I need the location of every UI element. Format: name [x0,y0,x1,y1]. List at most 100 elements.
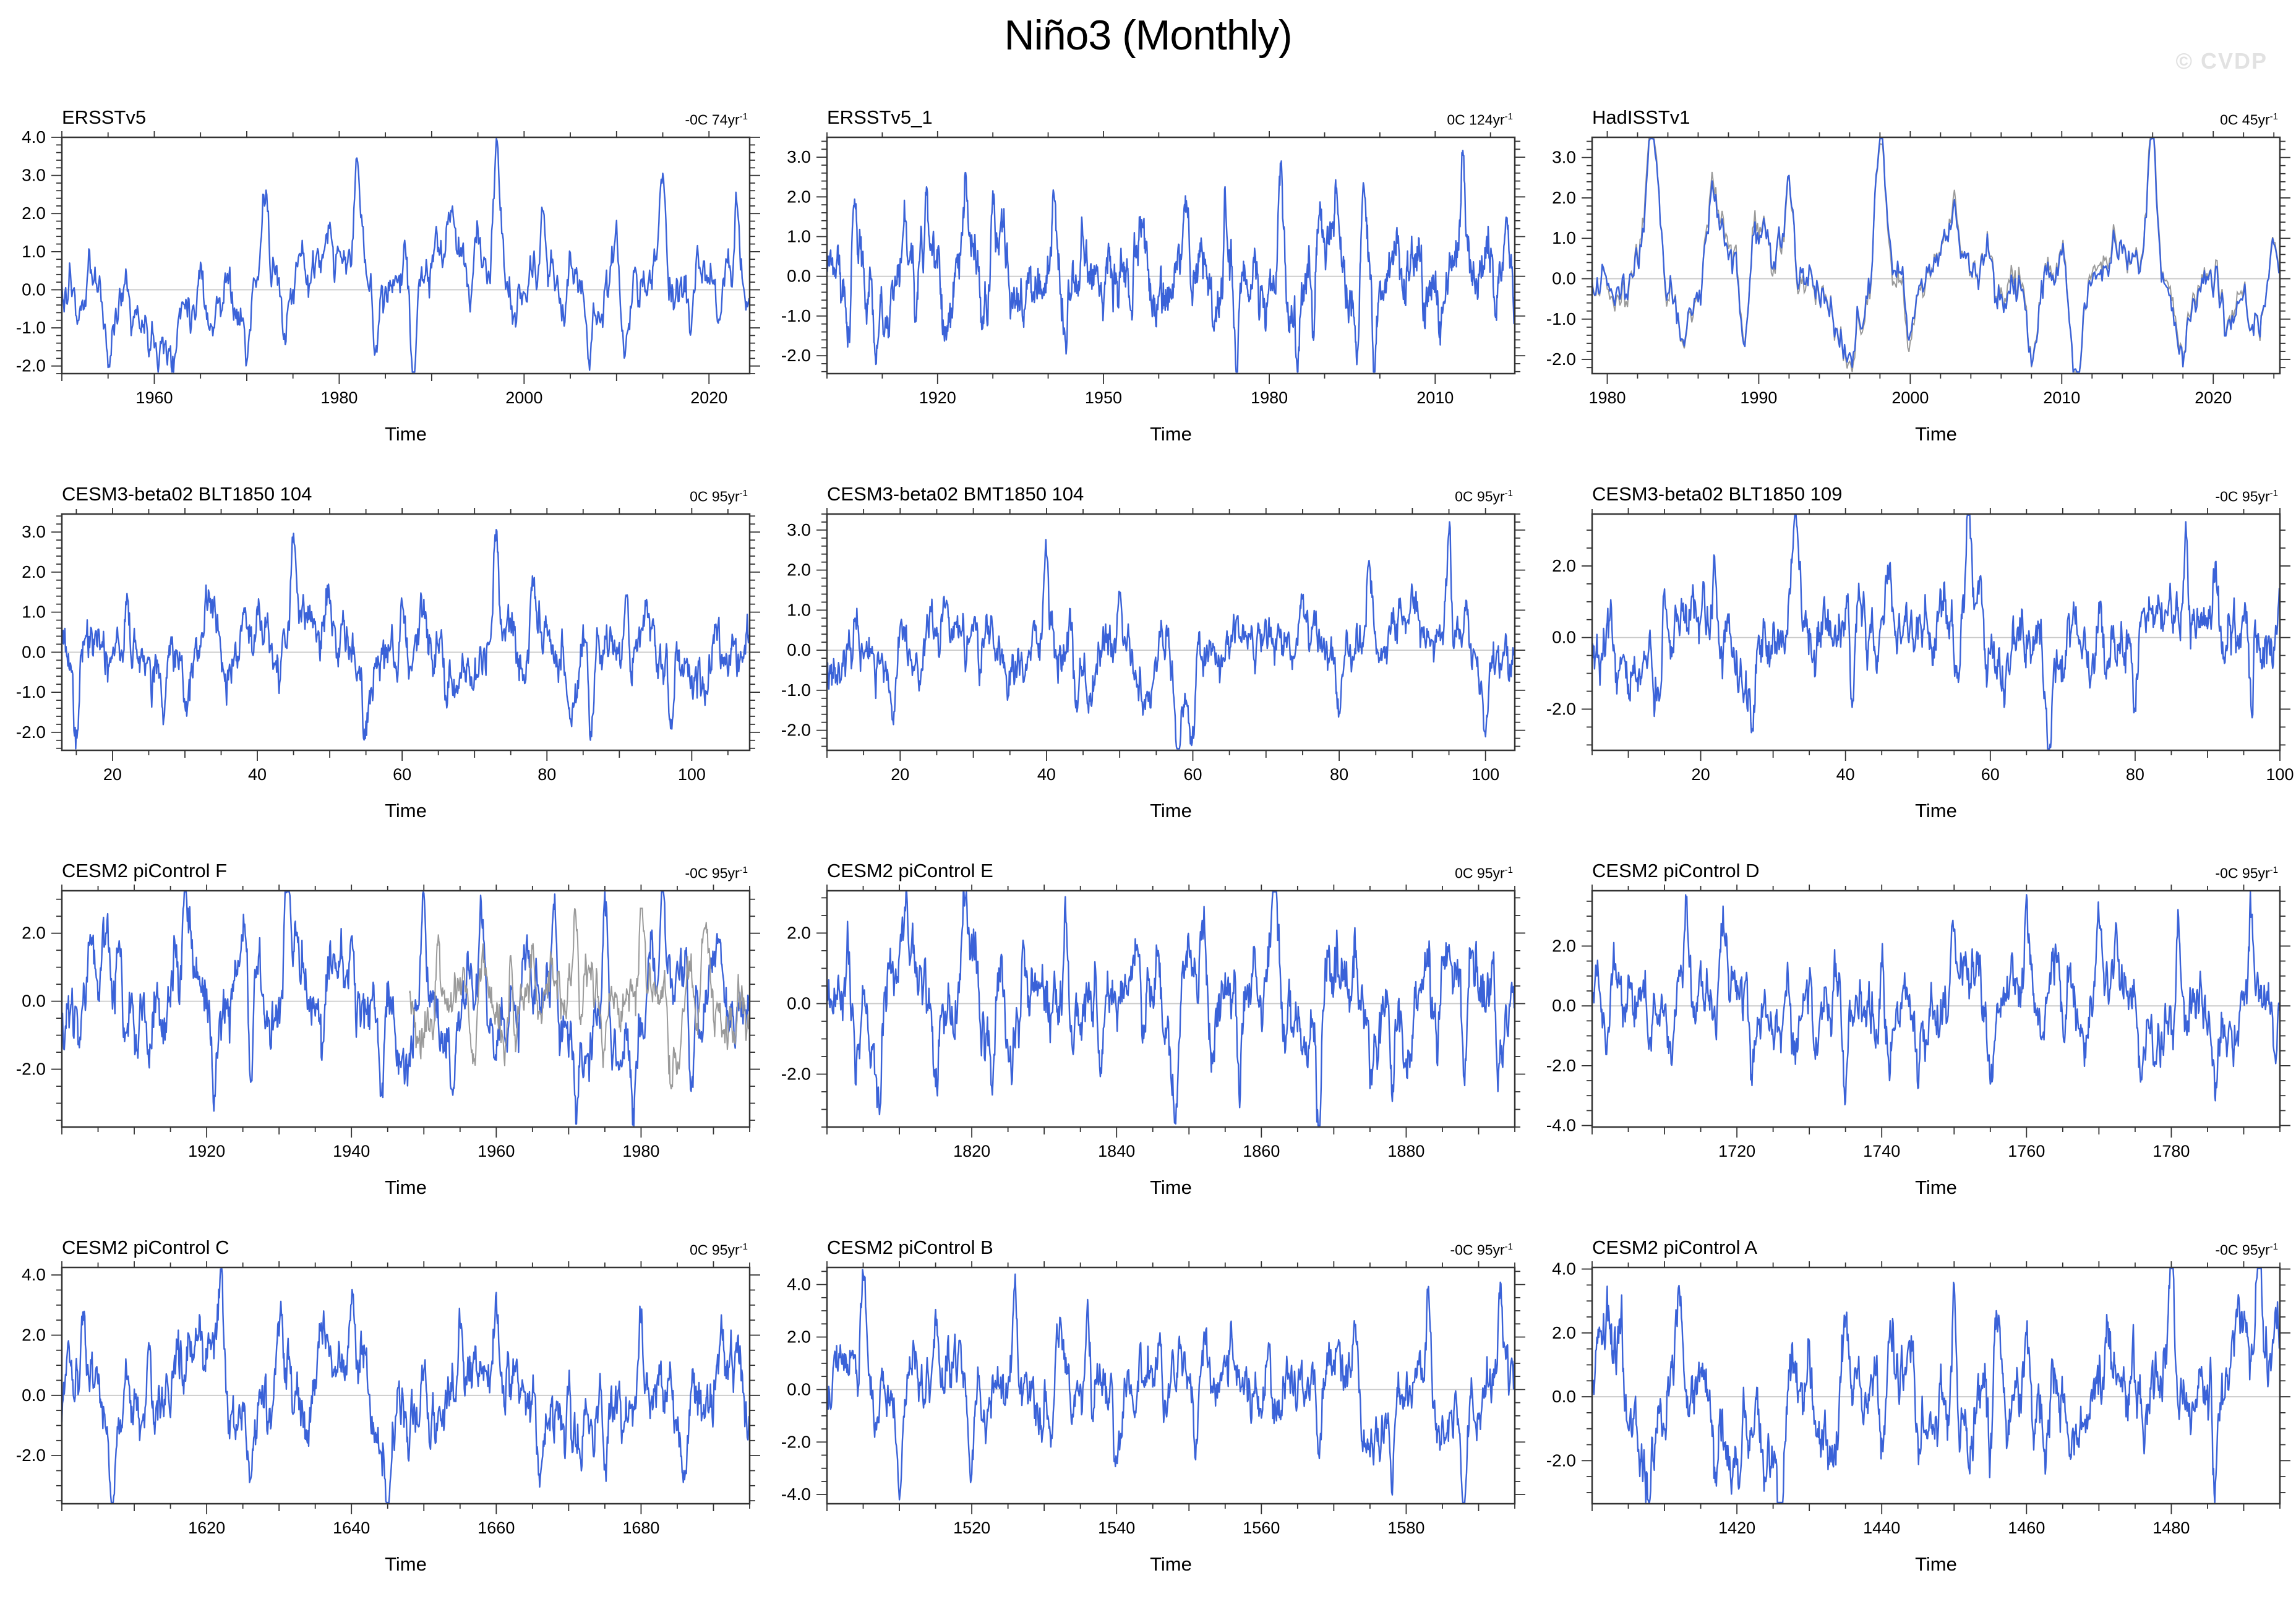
x-axis-title: Time [385,800,427,821]
panel-trend-label: 0C 95yr-1 [690,1241,748,1258]
panel-grid: ERSSTv5 -0C 74yr-1 1960 1980 2000 2020 4.0 3.… [0,104,2296,1611]
panel-header: CESM2 piControl C 0C 95yr-1 [0,1234,765,1261]
panel-trend-label: -0C 95yr-1 [2215,488,2278,505]
panel-title: CESM2 piControl E [827,860,993,881]
svg-text:3.0: 3.0 [787,147,811,166]
svg-text:0.0: 0.0 [787,993,811,1013]
time-series-plot: 20 40 60 80 100 3.0 2.0 1.0 0.0 -1.0 -2.0 [16,508,760,784]
x-axis-title: Time [385,423,427,445]
svg-text:3.0: 3.0 [22,522,46,541]
svg-text:4.0: 4.0 [22,1265,46,1284]
panel-header: CESM3-beta02 BMT1850 104 0C 95yr-1 [765,481,1530,508]
panel-title: CESM2 piControl A [1592,1237,1758,1258]
time-series-plot: 20 40 60 80 100 2.0 0.0 -2.0 [1546,508,2294,784]
svg-text:1.0: 1.0 [787,600,811,619]
panel-header: CESM2 piControl E 0C 95yr-1 [765,857,1530,885]
svg-text:4.0: 4.0 [22,131,46,147]
panel-cesm2-picontrol-b: CESM2 piControl B -0C 95yr-1 1520 1540 156… [765,1234,1530,1611]
x-axis-title: Time [385,1177,427,1198]
x-axis-title: Time [1915,800,1957,821]
time-series-plot: 1520 1540 1560 1580 4.0 2.0 0.0 -2.0 -4.0 [781,1261,1525,1537]
svg-text:1420: 1420 [1718,1519,1755,1537]
svg-text:0.0: 0.0 [22,280,46,299]
svg-text:-1.0: -1.0 [16,682,46,701]
svg-text:1680: 1680 [622,1519,659,1537]
svg-text:2010: 2010 [1416,388,1454,407]
svg-text:0.0: 0.0 [1552,1387,1576,1406]
svg-text:0.0: 0.0 [22,1386,46,1405]
panel-header: CESM2 piControl D -0C 95yr-1 [1530,857,2295,885]
time-series-plot: 1920 1950 1980 2010 3.0 2.0 1.0 0.0 -1.0 -2.0 [781,131,1525,407]
svg-text:1820: 1820 [953,1142,990,1160]
x-axis-title: Time [1150,1553,1192,1575]
svg-text:-2.0: -2.0 [16,722,46,742]
panel-trend-label: 0C 95yr-1 [690,488,748,505]
svg-text:4.0: 4.0 [787,1275,811,1294]
svg-text:-1.0: -1.0 [781,680,811,700]
svg-text:1960: 1960 [478,1142,515,1160]
svg-text:2000: 2000 [505,388,542,407]
time-series-plot: 1420 1440 1460 1480 4.0 2.0 0.0 -2.0 [1546,1261,2290,1537]
x-axis-title: Time [1915,423,1957,445]
svg-text:2000: 2000 [1891,388,1929,407]
svg-text:2.0: 2.0 [22,562,46,581]
panel-trend-label: 0C 95yr-1 [1455,865,1513,881]
svg-text:1540: 1540 [1098,1519,1135,1537]
svg-text:0.0: 0.0 [787,267,811,286]
svg-text:1860: 1860 [1243,1142,1280,1160]
svg-text:1940: 1940 [333,1142,370,1160]
panel-header: ERSSTv5 -0C 74yr-1 [0,104,765,131]
svg-text:40: 40 [1836,765,1855,784]
svg-text:1560: 1560 [1243,1519,1280,1537]
svg-text:20: 20 [891,765,909,784]
svg-text:1720: 1720 [1718,1142,1755,1160]
panel-cesm3-bmt1850-104: CESM3-beta02 BMT1850 104 0C 95yr-1 20 40 6… [765,481,1530,857]
panel-cesm2-picontrol-c: CESM2 piControl C 0C 95yr-1 1620 1640 1660… [0,1234,765,1611]
svg-text:1920: 1920 [188,1142,225,1160]
svg-text:0.0: 0.0 [1552,628,1576,647]
panel-title: CESM2 piControl C [62,1237,229,1258]
svg-text:1990: 1990 [1740,388,1777,407]
svg-text:2.0: 2.0 [22,1325,46,1344]
svg-text:2.0: 2.0 [1552,556,1576,575]
time-series-plot: 1720 1740 1760 1780 2.0 0.0 -2.0 -4.0 [1546,885,2290,1160]
svg-text:1740: 1740 [1863,1142,1900,1160]
panel-header: HadISSTv1 0C 45yr-1 [1530,104,2295,131]
svg-text:2.0: 2.0 [22,204,46,223]
svg-text:1620: 1620 [188,1519,225,1537]
panel-header: CESM2 piControl B -0C 95yr-1 [765,1234,1530,1261]
panel-title: CESM2 piControl F [62,860,228,881]
x-axis-title: Time [1915,1177,1957,1198]
svg-text:1.0: 1.0 [22,242,46,261]
svg-text:1460: 1460 [2008,1519,2045,1537]
svg-text:3.0: 3.0 [22,166,46,185]
svg-text:1660: 1660 [478,1519,515,1537]
svg-text:1950: 1950 [1085,388,1122,407]
svg-text:0.0: 0.0 [1552,269,1576,288]
svg-text:2020: 2020 [2195,388,2232,407]
time-series-plot: 1820 1840 1860 1880 2.0 0.0 -2.0 [781,885,1525,1160]
svg-text:0.0: 0.0 [22,642,46,661]
svg-text:1520: 1520 [953,1519,990,1537]
panel-title: CESM2 piControl B [827,1237,993,1258]
x-axis-title: Time [385,1553,427,1575]
svg-text:80: 80 [2126,765,2144,784]
svg-text:-2.0: -2.0 [1546,1451,1576,1470]
panel-header: CESM3-beta02 BLT1850 104 0C 95yr-1 [0,481,765,508]
time-series-plot: 1960 1980 2000 2020 4.0 3.0 2.0 1.0 0.0 -1.0 -2.0 [16,131,760,407]
svg-text:-2.0: -2.0 [781,721,811,740]
panel-title: ERSSTv5 [62,106,147,128]
panel-cesm2-picontrol-d: CESM2 piControl D -0C 95yr-1 1720 1740 176… [1530,857,2295,1234]
panel-hadisstv1: HadISSTv1 0C 45yr-1 1980 1990 2000 2010 2020… [1530,104,2295,481]
svg-text:-1.0: -1.0 [16,318,46,337]
page-header: Niño3 (Monthly) © CVDP [0,0,2296,104]
panel-trend-label: -0C 95yr-1 [685,865,748,881]
svg-text:-2.0: -2.0 [16,1060,46,1079]
panel-cesm2-picontrol-a: CESM2 piControl A -0C 95yr-1 1420 1440 146… [1530,1234,2295,1611]
svg-text:0.0: 0.0 [787,640,811,659]
panel-title: HadISSTv1 [1592,106,1690,128]
svg-text:4.0: 4.0 [1552,1261,1576,1279]
svg-text:0.0: 0.0 [1552,996,1576,1015]
svg-text:2.0: 2.0 [1552,936,1576,955]
svg-text:1.0: 1.0 [1552,228,1576,247]
